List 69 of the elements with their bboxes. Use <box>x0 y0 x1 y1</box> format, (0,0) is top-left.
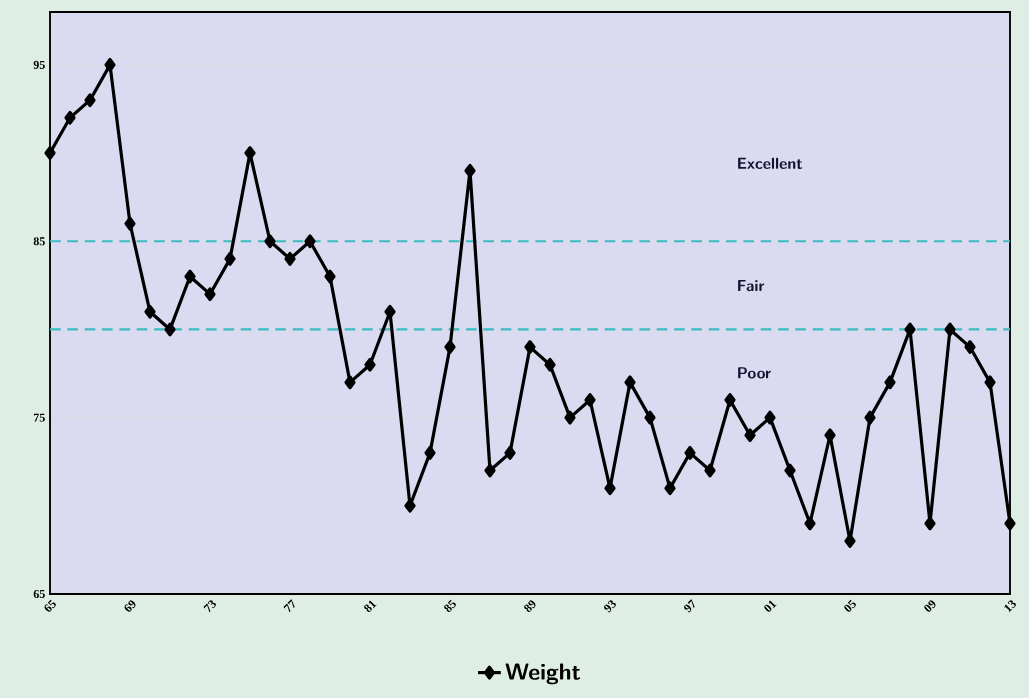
point <box>144 304 156 319</box>
point <box>924 516 936 531</box>
point <box>284 251 296 266</box>
point <box>684 445 696 460</box>
x-tick-label: 93 <box>604 600 616 613</box>
y-tick-label: 65 <box>33 589 45 599</box>
point <box>104 57 116 72</box>
point <box>224 251 236 266</box>
point <box>884 375 896 390</box>
x-tick-label: 05 <box>844 599 856 612</box>
point <box>704 463 716 478</box>
point <box>1004 516 1016 531</box>
point <box>404 498 416 513</box>
point <box>344 375 356 390</box>
point <box>824 428 836 443</box>
point <box>384 304 396 319</box>
point <box>204 287 216 302</box>
point <box>464 163 476 178</box>
point <box>664 481 676 496</box>
x-tick-label: 01 <box>764 600 777 612</box>
x-tick-label: 97 <box>684 599 695 613</box>
point <box>484 463 496 478</box>
x-tick-label: 77 <box>283 599 295 613</box>
point <box>904 322 916 337</box>
x-tick-label: 13 <box>1004 600 1016 613</box>
x-tick-label: 85 <box>444 599 456 613</box>
x-tick-label: 73 <box>203 600 216 613</box>
point <box>264 234 276 249</box>
point <box>964 340 976 355</box>
point <box>44 146 56 161</box>
point <box>164 322 176 337</box>
y-tick-label: 95 <box>33 60 45 69</box>
annotation: Poor <box>738 367 771 379</box>
point <box>724 393 736 407</box>
point <box>324 269 336 284</box>
point <box>564 410 576 425</box>
point <box>84 93 96 108</box>
point <box>424 445 436 460</box>
y-tick-label: 85 <box>33 237 45 246</box>
point <box>604 481 616 496</box>
point <box>64 110 76 125</box>
point <box>124 216 136 231</box>
x-tick-label: 81 <box>364 600 377 613</box>
annotation: Excellent <box>738 157 803 169</box>
point <box>624 375 636 390</box>
point <box>984 375 996 390</box>
x-tick-label: 89 <box>524 600 536 613</box>
point <box>584 393 596 407</box>
point <box>524 340 536 355</box>
point <box>444 340 456 355</box>
x-tick-label: 09 <box>924 600 936 612</box>
point <box>764 410 776 425</box>
point <box>864 410 876 425</box>
point <box>304 234 316 249</box>
point <box>784 463 796 478</box>
point <box>544 357 556 372</box>
point <box>844 534 856 549</box>
point <box>804 516 816 531</box>
legend-label: Weight <box>505 663 581 685</box>
point <box>744 428 756 443</box>
point <box>944 322 956 337</box>
annotation: Fair <box>738 279 765 292</box>
point <box>364 357 376 372</box>
y-tick-label: 75 <box>33 413 45 422</box>
point <box>504 445 516 460</box>
x-tick-label: 65 <box>44 599 56 612</box>
point <box>644 410 656 425</box>
x-tick-label: 69 <box>124 600 136 612</box>
point <box>184 269 196 284</box>
